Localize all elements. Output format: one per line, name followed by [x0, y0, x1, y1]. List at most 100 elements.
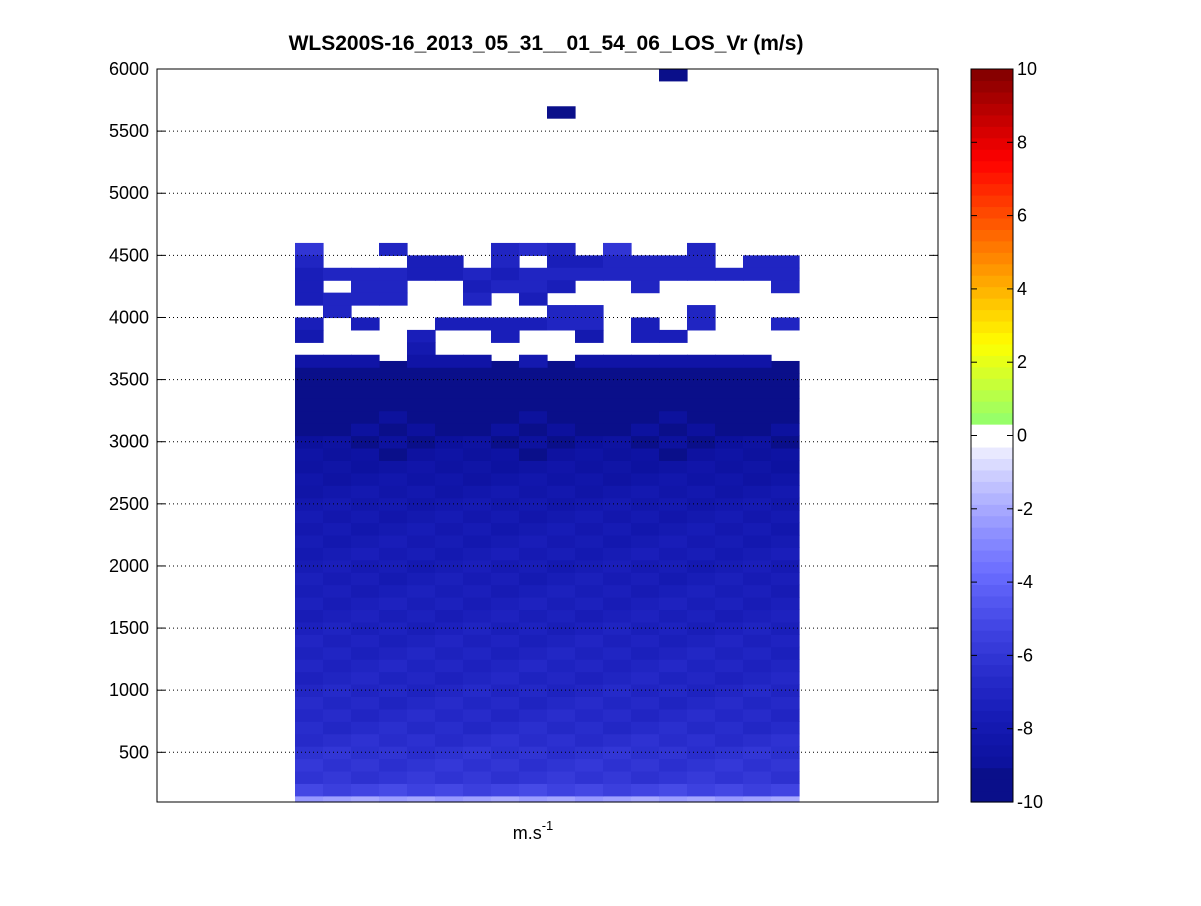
- heatmap-cell: [491, 696, 520, 710]
- heatmap-cell: [351, 410, 380, 424]
- heatmap-cell: [575, 659, 604, 673]
- heatmap-cell: [715, 733, 744, 747]
- heatmap-cell: [631, 385, 660, 399]
- heatmap-cell: [295, 584, 324, 598]
- heatmap-cell: [575, 267, 604, 281]
- heatmap-cell: [463, 758, 492, 772]
- heatmap-cell: [687, 385, 716, 399]
- heatmap-cell: [547, 280, 576, 294]
- heatmap-cell: [659, 572, 688, 586]
- heatmap-cell: [659, 646, 688, 660]
- heatmap-cell: [463, 472, 492, 486]
- heatmap-cell: [463, 659, 492, 673]
- heatmap-cell: [603, 547, 632, 561]
- heatmap-cell: [463, 280, 492, 294]
- heatmap-cell: [743, 267, 772, 281]
- heatmap-cell: [323, 646, 352, 660]
- heatmap-cell: [407, 708, 436, 722]
- heatmap-cell: [519, 646, 548, 660]
- heatmap-cell: [491, 423, 520, 437]
- heatmap-cell: [575, 255, 604, 269]
- heatmap-cell: [379, 522, 408, 536]
- heatmap-cell: [295, 242, 324, 256]
- heatmap-cell: [771, 646, 800, 660]
- heatmap-cell: [603, 423, 632, 437]
- heatmap-cell: [687, 485, 716, 499]
- heatmap-cell: [771, 255, 800, 269]
- heatmap-cell: [351, 609, 380, 623]
- heatmap-cell: [435, 584, 464, 598]
- heatmap-cell: [603, 510, 632, 524]
- heatmap-cell: [323, 267, 352, 281]
- heatmap-cell: [491, 659, 520, 673]
- heatmap-cell: [323, 696, 352, 710]
- colorbar-tick-label: 2: [1017, 352, 1027, 372]
- heatmap-cell: [407, 646, 436, 660]
- heatmap-cell: [687, 795, 716, 803]
- chart-title: WLS200S-16_2013_05_31__01_54_06_LOS_Vr (…: [289, 32, 804, 55]
- heatmap-cell: [575, 572, 604, 586]
- heatmap-cell: [715, 634, 744, 648]
- heatmap-cell: [715, 671, 744, 685]
- heatmap-cell: [407, 733, 436, 747]
- heatmap-cell: [743, 385, 772, 399]
- heatmap-cell: [547, 305, 576, 319]
- heatmap-cell: [743, 733, 772, 747]
- heatmap-cell: [547, 696, 576, 710]
- colorbar-segment: [971, 710, 1013, 723]
- heatmap-cell: [519, 472, 548, 486]
- heatmap-cell: [435, 410, 464, 424]
- heatmap-cell: [379, 572, 408, 586]
- heatmap-cell: [491, 267, 520, 281]
- heatmap-cell: [519, 696, 548, 710]
- colorbar-tick-label: 0: [1017, 426, 1027, 446]
- heatmap-cell: [379, 708, 408, 722]
- colorbar-segment: [971, 744, 1013, 757]
- heatmap-cell: [463, 572, 492, 586]
- heatmap-cell: [295, 510, 324, 524]
- heatmap-cell: [547, 460, 576, 474]
- heatmap-cell: [687, 733, 716, 747]
- heatmap-cell: [295, 385, 324, 399]
- heatmap-cell: [407, 385, 436, 399]
- heatmap-cell: [575, 398, 604, 412]
- heatmap-cell: [323, 354, 352, 368]
- heatmap-cell: [659, 758, 688, 772]
- heatmap-cell: [491, 609, 520, 623]
- heatmap-cell: [631, 721, 660, 735]
- heatmap-cell: [295, 770, 324, 784]
- colorbar-segment: [971, 698, 1013, 711]
- heatmap-cell: [715, 721, 744, 735]
- heatmap-cell: [463, 267, 492, 281]
- heatmap-cell: [687, 659, 716, 673]
- heatmap-cell: [435, 609, 464, 623]
- heatmap-cell: [603, 646, 632, 660]
- heatmap-cell: [435, 267, 464, 281]
- heatmap-cell: [351, 659, 380, 673]
- heatmap-cell: [407, 721, 436, 735]
- heatmap-cell: [491, 410, 520, 424]
- heatmap-cell: [519, 708, 548, 722]
- heatmap-cell: [631, 280, 660, 294]
- y-tick-label: 4000: [109, 307, 149, 327]
- heatmap-cell: [463, 733, 492, 747]
- heatmap-cell: [715, 708, 744, 722]
- heatmap-cell: [771, 534, 800, 548]
- heatmap-cell: [407, 547, 436, 561]
- heatmap-cell: [687, 354, 716, 368]
- colorbar-segment: [971, 733, 1013, 746]
- heatmap-cell: [547, 106, 576, 119]
- colorbar-tick-label: 6: [1017, 206, 1027, 226]
- heatmap-cell: [463, 354, 492, 368]
- heatmap-cell: [407, 783, 436, 797]
- heatmap-cell: [323, 398, 352, 412]
- colorbar-segment: [971, 252, 1013, 265]
- heatmap-cell: [603, 770, 632, 784]
- heatmap-cell: [771, 472, 800, 486]
- heatmap-cell: [547, 423, 576, 437]
- heatmap-cell: [603, 485, 632, 499]
- heatmap-cell: [631, 634, 660, 648]
- heatmap-cell: [295, 423, 324, 437]
- heatmap-cell: [491, 671, 520, 685]
- heatmap-cell: [463, 547, 492, 561]
